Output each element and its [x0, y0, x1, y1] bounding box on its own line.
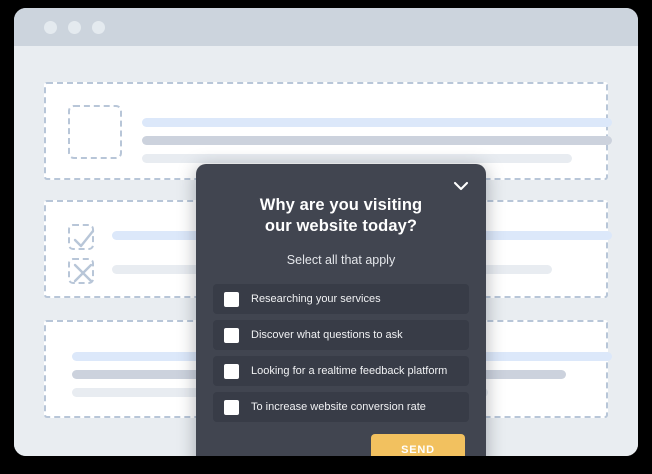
x-icon [68, 258, 94, 284]
option-label: To increase website conversion rate [251, 401, 426, 413]
skeleton-bar [142, 118, 612, 127]
option-row[interactable]: Looking for a realtime feedback platform [213, 356, 469, 386]
option-label: Researching your services [251, 293, 381, 305]
skeleton-bar [142, 154, 572, 163]
option-row[interactable]: Discover what questions to ask [213, 320, 469, 350]
option-row[interactable]: To increase website conversion rate [213, 392, 469, 422]
modal-title-line-1: Why are you visiting [259, 196, 423, 214]
chevron-down-icon[interactable] [448, 175, 474, 197]
browser-title-bar [14, 8, 638, 46]
survey-modal: Why are you visiting our website today? S… [196, 164, 486, 456]
send-button-container: SEND [196, 434, 486, 456]
option-checkbox[interactable] [224, 291, 239, 307]
modal-title-line-2: our website today? [264, 217, 418, 235]
option-checkbox[interactable] [224, 327, 239, 343]
modal-title: Why are you visiting our website today? [196, 164, 486, 237]
placeholder-card-1 [44, 82, 612, 180]
send-button[interactable]: SEND [371, 434, 465, 456]
option-row[interactable]: Researching your services [213, 284, 469, 314]
browser-window: Why are you visiting our website today? S… [14, 8, 638, 456]
window-controls [44, 21, 105, 34]
option-checkbox[interactable] [224, 363, 239, 379]
page-content-area: Why are you visiting our website today? S… [14, 46, 638, 456]
option-label: Looking for a realtime feedback platform [251, 365, 448, 377]
window-dot-3[interactable] [92, 21, 105, 34]
window-dot-2[interactable] [68, 21, 81, 34]
option-label: Discover what questions to ask [251, 329, 403, 341]
option-checkbox[interactable] [224, 399, 239, 415]
window-dot-1[interactable] [44, 21, 57, 34]
skeleton-bar [142, 136, 612, 145]
check-icon [68, 224, 95, 250]
modal-subtitle: Select all that apply [286, 253, 396, 267]
options-list: Researching your services Discover what … [196, 284, 486, 422]
image-placeholder [68, 105, 122, 159]
